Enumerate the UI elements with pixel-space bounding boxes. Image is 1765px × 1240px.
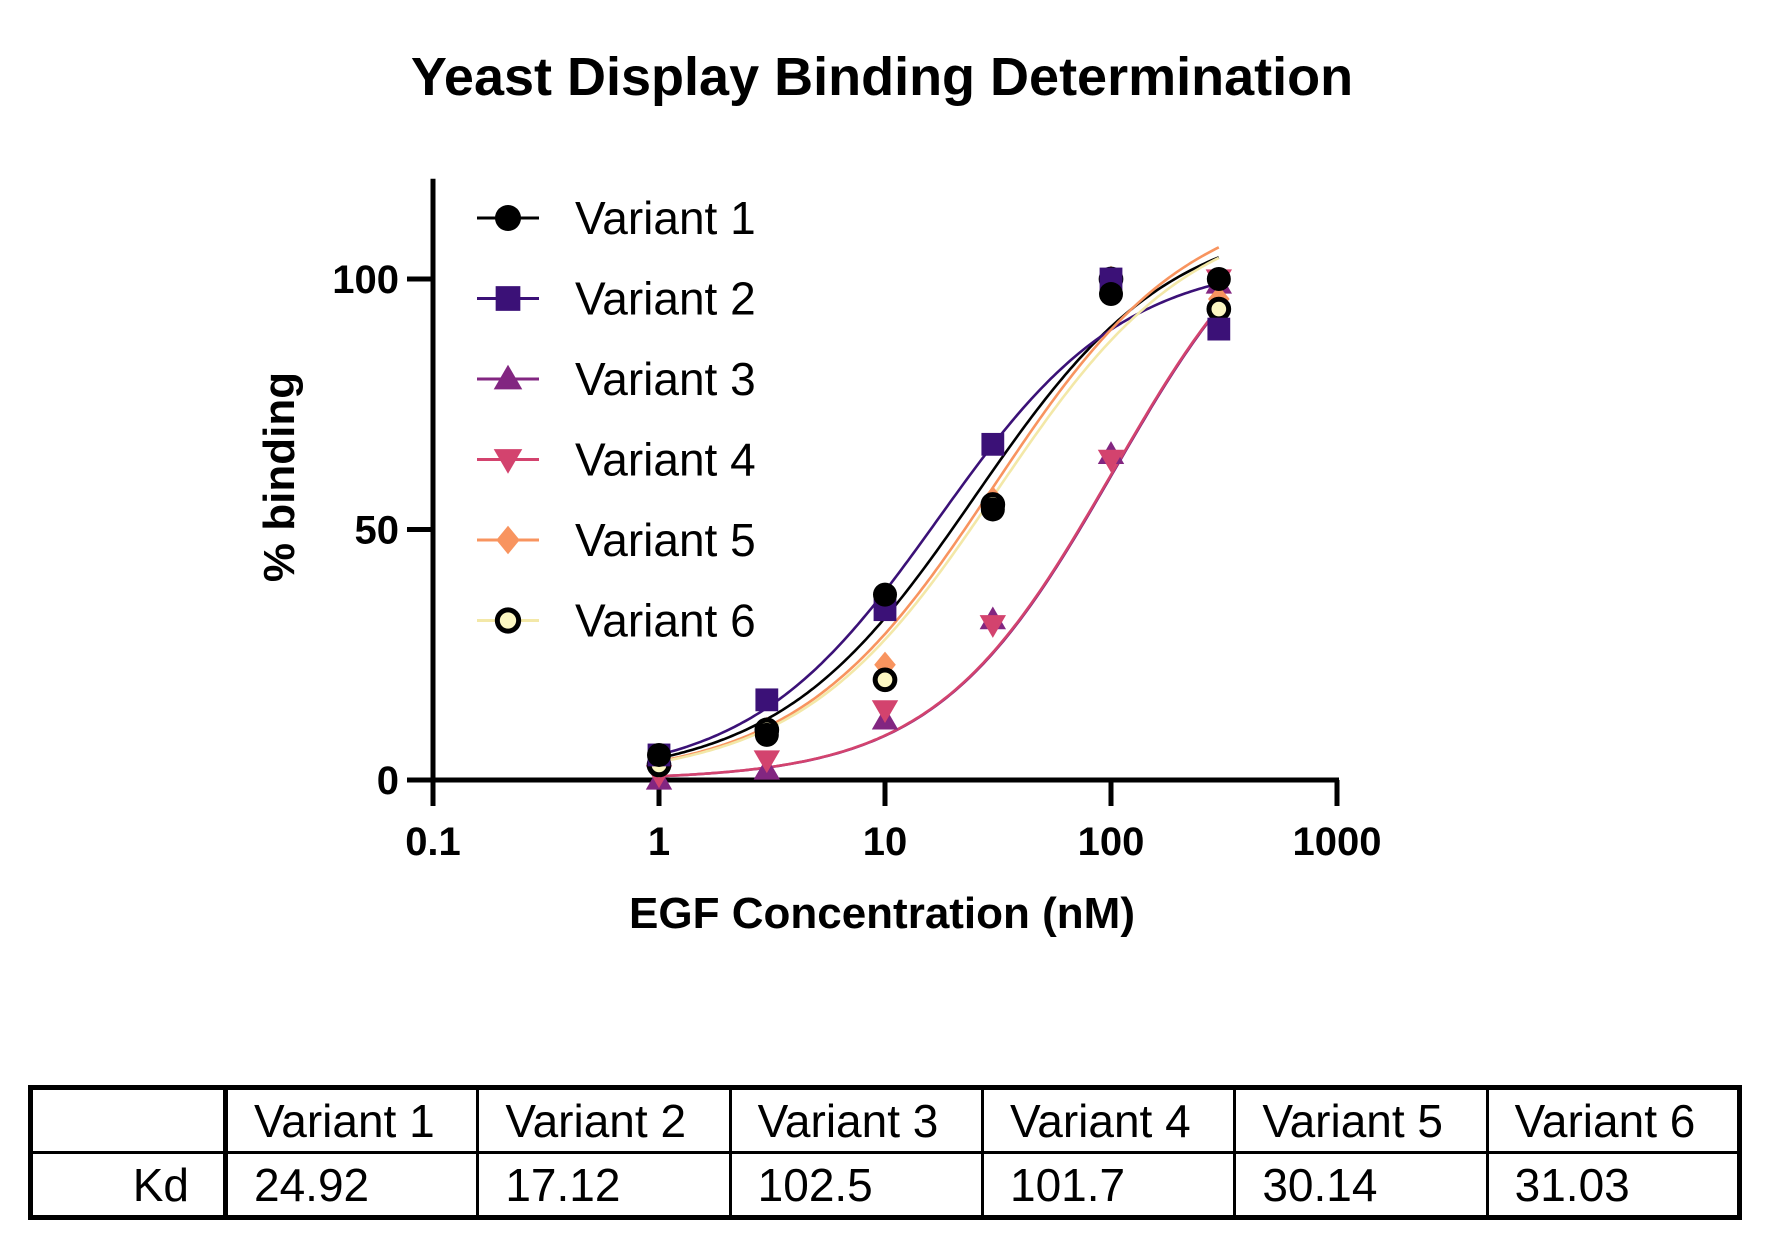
x-tick-label: 1000 xyxy=(1293,820,1382,864)
table-row-label: Kd xyxy=(28,1151,227,1220)
table-header-row: Variant 1 Variant 2 Variant 3 Variant 4 … xyxy=(28,1085,1743,1154)
axes: 0.1 1 10 100 1000 0 50 100 xyxy=(332,178,1382,864)
legend-marker xyxy=(493,449,523,474)
data-point xyxy=(979,615,1007,638)
legend-marker xyxy=(495,205,521,231)
legend-label: Variant 6 xyxy=(575,595,756,647)
y-tick-label: 0 xyxy=(377,759,399,803)
legend-label: Variant 5 xyxy=(575,514,756,566)
data-point xyxy=(871,700,899,724)
fit-curve xyxy=(658,306,1220,778)
table-header-cell: Variant 1 xyxy=(222,1085,480,1154)
table-header-cell: Variant 4 xyxy=(980,1085,1237,1154)
legend: Variant 1 Variant 2 Variant 3 Variant 4 Vari… xyxy=(477,192,756,647)
data-points xyxy=(645,265,1233,790)
table-cell: 30.14 xyxy=(1233,1151,1489,1220)
data-point xyxy=(755,688,779,712)
table-row: Kd 24.92 17.12 102.5 101.7 30.14 31.03 xyxy=(28,1151,1743,1220)
table-header-cell: Variant 3 xyxy=(728,1085,984,1154)
table-cell: 102.5 xyxy=(728,1151,984,1220)
data-point xyxy=(1099,282,1123,307)
legend-marker xyxy=(496,525,520,555)
fit-curves xyxy=(658,246,1220,778)
table-header-cell: Variant 6 xyxy=(1485,1085,1743,1154)
data-point xyxy=(872,667,898,693)
data-point xyxy=(873,582,897,607)
data-point xyxy=(753,750,781,774)
x-tick-label: 10 xyxy=(863,820,908,864)
table-cell: 24.92 xyxy=(222,1151,480,1220)
fit-curve xyxy=(658,256,1220,764)
table-header-cell: Variant 2 xyxy=(476,1085,732,1154)
data-point xyxy=(647,742,671,767)
data-point xyxy=(1097,449,1125,473)
fit-curve xyxy=(658,282,1220,757)
x-tick-label: 100 xyxy=(1078,820,1145,864)
legend-label: Variant 1 xyxy=(575,192,756,244)
legend-label: Variant 4 xyxy=(575,434,756,486)
fit-curve xyxy=(658,246,1220,763)
legend-label: Variant 3 xyxy=(575,353,756,405)
kd-table: Variant 1 Variant 2 Variant 3 Variant 4 … xyxy=(28,1085,1743,1220)
data-point xyxy=(1206,267,1231,291)
x-axis-label: EGF Concentration (nM) xyxy=(629,889,1135,938)
data-point xyxy=(1206,296,1232,322)
table-cell: 31.03 xyxy=(1485,1151,1743,1220)
y-tick-label: 50 xyxy=(355,509,400,553)
x-tick-label: 0.1 xyxy=(405,820,461,864)
table-corner-cell xyxy=(28,1085,227,1154)
table-cell: 17.12 xyxy=(476,1151,732,1220)
table-cell: 101.7 xyxy=(980,1151,1237,1220)
legend-marker xyxy=(495,286,521,311)
x-tick-label: 1 xyxy=(648,820,670,864)
data-point xyxy=(874,651,896,678)
data-point xyxy=(1207,317,1231,341)
table-header-cell: Variant 5 xyxy=(1233,1085,1489,1154)
data-point xyxy=(980,497,1005,522)
fit-curve xyxy=(658,256,1220,760)
y-axis-label: % binding xyxy=(255,372,304,582)
binding-chart: Yeast Display Binding Determination % bi… xyxy=(255,47,1382,938)
legend-marker xyxy=(494,607,522,634)
legend-marker xyxy=(493,364,523,390)
chart-title: Yeast Display Binding Determination xyxy=(411,47,1353,107)
legend-label: Variant 2 xyxy=(575,273,756,325)
y-tick-label: 100 xyxy=(332,258,399,302)
data-point xyxy=(981,432,1005,456)
data-point xyxy=(754,722,779,747)
